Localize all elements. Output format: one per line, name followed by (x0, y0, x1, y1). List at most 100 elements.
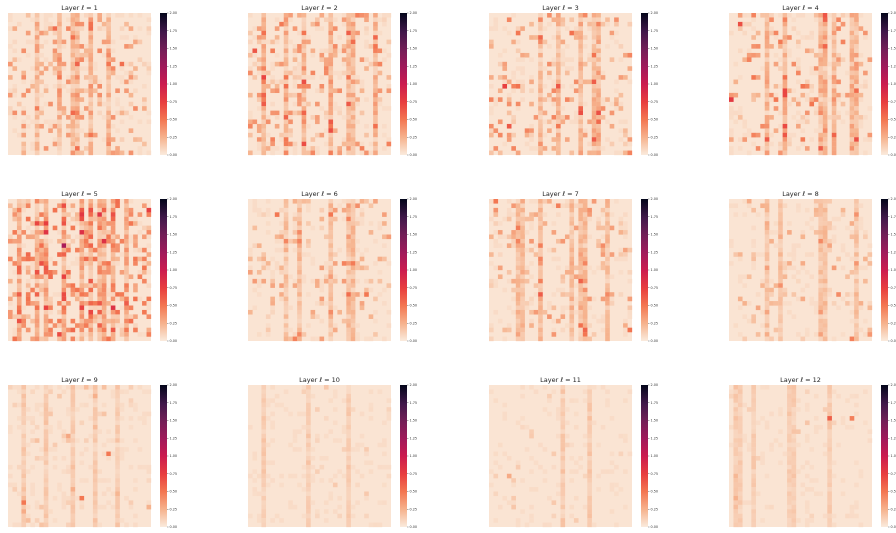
colorbar-tick-label: 1.50 (651, 47, 659, 51)
heatmap-cell (30, 482, 35, 488)
heatmap-cell (520, 424, 525, 430)
heatmap-cell (346, 207, 351, 213)
heatmap-cell (506, 92, 512, 98)
colorbar-tick-label: 0.00 (651, 339, 659, 343)
heatmap-cell (827, 35, 832, 40)
heatmap-cell (57, 48, 62, 54)
heatmap-cell (306, 504, 311, 510)
heatmap-cell (827, 447, 832, 452)
heatmap-cell (8, 314, 13, 319)
heatmap-cell (306, 292, 311, 297)
heatmap-cell (623, 230, 628, 235)
heatmap-cell (600, 115, 606, 120)
heatmap-cell (511, 500, 516, 505)
heatmap-cell (373, 146, 378, 151)
heatmap-cell (733, 407, 739, 412)
heatmap-cell (34, 128, 40, 133)
heatmap-cell (551, 513, 557, 519)
heatmap-cell (804, 389, 810, 395)
heatmap-cell (292, 221, 298, 226)
heatmap-cell (854, 97, 859, 102)
heatmap-cell (350, 66, 356, 71)
heatmap-cell (52, 442, 58, 448)
heatmap-cell (34, 234, 40, 240)
heatmap-cell (350, 84, 356, 89)
heatmap-cell (854, 327, 859, 333)
heatmap-cell (101, 332, 107, 337)
heatmap-cell (337, 110, 342, 116)
heatmap-cell (605, 97, 610, 102)
heatmap-cell (818, 305, 823, 311)
heatmap-cell (618, 433, 624, 439)
heatmap-cell (328, 146, 334, 151)
heatmap-cell (751, 473, 756, 479)
heatmap-cell (849, 119, 855, 125)
heatmap-cell (364, 199, 369, 204)
heatmap-cell (101, 212, 107, 217)
heatmap-cell (515, 212, 521, 217)
colorbar-tick-label: 1.75 (410, 29, 418, 33)
heatmap-cell (346, 402, 351, 408)
heatmap-cell (578, 212, 583, 217)
heatmap-cell (248, 309, 253, 315)
heatmap-cell (39, 70, 44, 76)
heatmap-cell (547, 398, 552, 403)
heatmap-cell (292, 216, 298, 222)
heatmap-cell (75, 137, 80, 142)
heatmap-cell (83, 261, 89, 266)
heatmap-cell (355, 247, 360, 253)
heatmap-cell (582, 309, 588, 315)
heatmap-cell (142, 420, 147, 426)
heatmap-cell (57, 66, 62, 71)
heatmap-cell (97, 265, 102, 271)
heatmap-cell (359, 57, 365, 62)
heatmap-cell (315, 509, 320, 514)
heatmap-cell (737, 429, 743, 434)
heatmap-cell (97, 225, 102, 231)
heatmap-cell (346, 522, 351, 528)
heatmap-cell (106, 487, 111, 492)
heatmap-cell (737, 411, 743, 417)
heatmap-cell (43, 456, 49, 461)
heatmap-cell (542, 447, 548, 452)
heatmap-cell (30, 287, 35, 293)
heatmap-cell (778, 407, 783, 412)
heatmap-cell (97, 296, 102, 302)
heatmap-cell (137, 332, 143, 337)
heatmap-cell (359, 301, 365, 306)
heatmap-cell (346, 123, 351, 129)
heatmap-cell (75, 221, 80, 226)
heatmap-cell (587, 296, 592, 302)
heatmap-cell (288, 141, 293, 147)
heatmap-cell (560, 433, 566, 439)
heatmap-cell (297, 265, 302, 271)
heatmap-cell (386, 39, 392, 45)
heatmap-cell (791, 433, 797, 439)
heatmap-cell (854, 393, 859, 399)
heatmap-cell (587, 398, 592, 403)
heatmap-cell (506, 270, 512, 275)
heatmap-cell (849, 61, 855, 67)
heatmap-cell (791, 411, 797, 417)
heatmap-cell (854, 48, 859, 54)
heatmap-cell (30, 256, 35, 262)
heatmap-cell (88, 283, 94, 288)
heatmap-cell (796, 110, 801, 116)
heatmap-cell (502, 411, 508, 417)
heatmap-cell (791, 292, 797, 297)
heatmap-cell (12, 314, 18, 319)
heatmap-cell (16, 318, 22, 324)
heatmap-cell (729, 128, 734, 133)
heatmap-cell (328, 274, 334, 280)
heatmap-cell (600, 252, 606, 257)
heatmap-cell (755, 491, 761, 497)
panel-title: Layer ℓ = 10 (299, 376, 340, 384)
heatmap-cell (627, 79, 633, 85)
heatmap-cell (515, 336, 521, 342)
heatmap-cell (30, 301, 35, 306)
heatmap-cell (578, 296, 583, 302)
heatmap-cell (128, 61, 134, 67)
heatmap-cell (751, 398, 756, 403)
heatmap-cell (368, 460, 374, 466)
heatmap-cell (70, 216, 76, 222)
